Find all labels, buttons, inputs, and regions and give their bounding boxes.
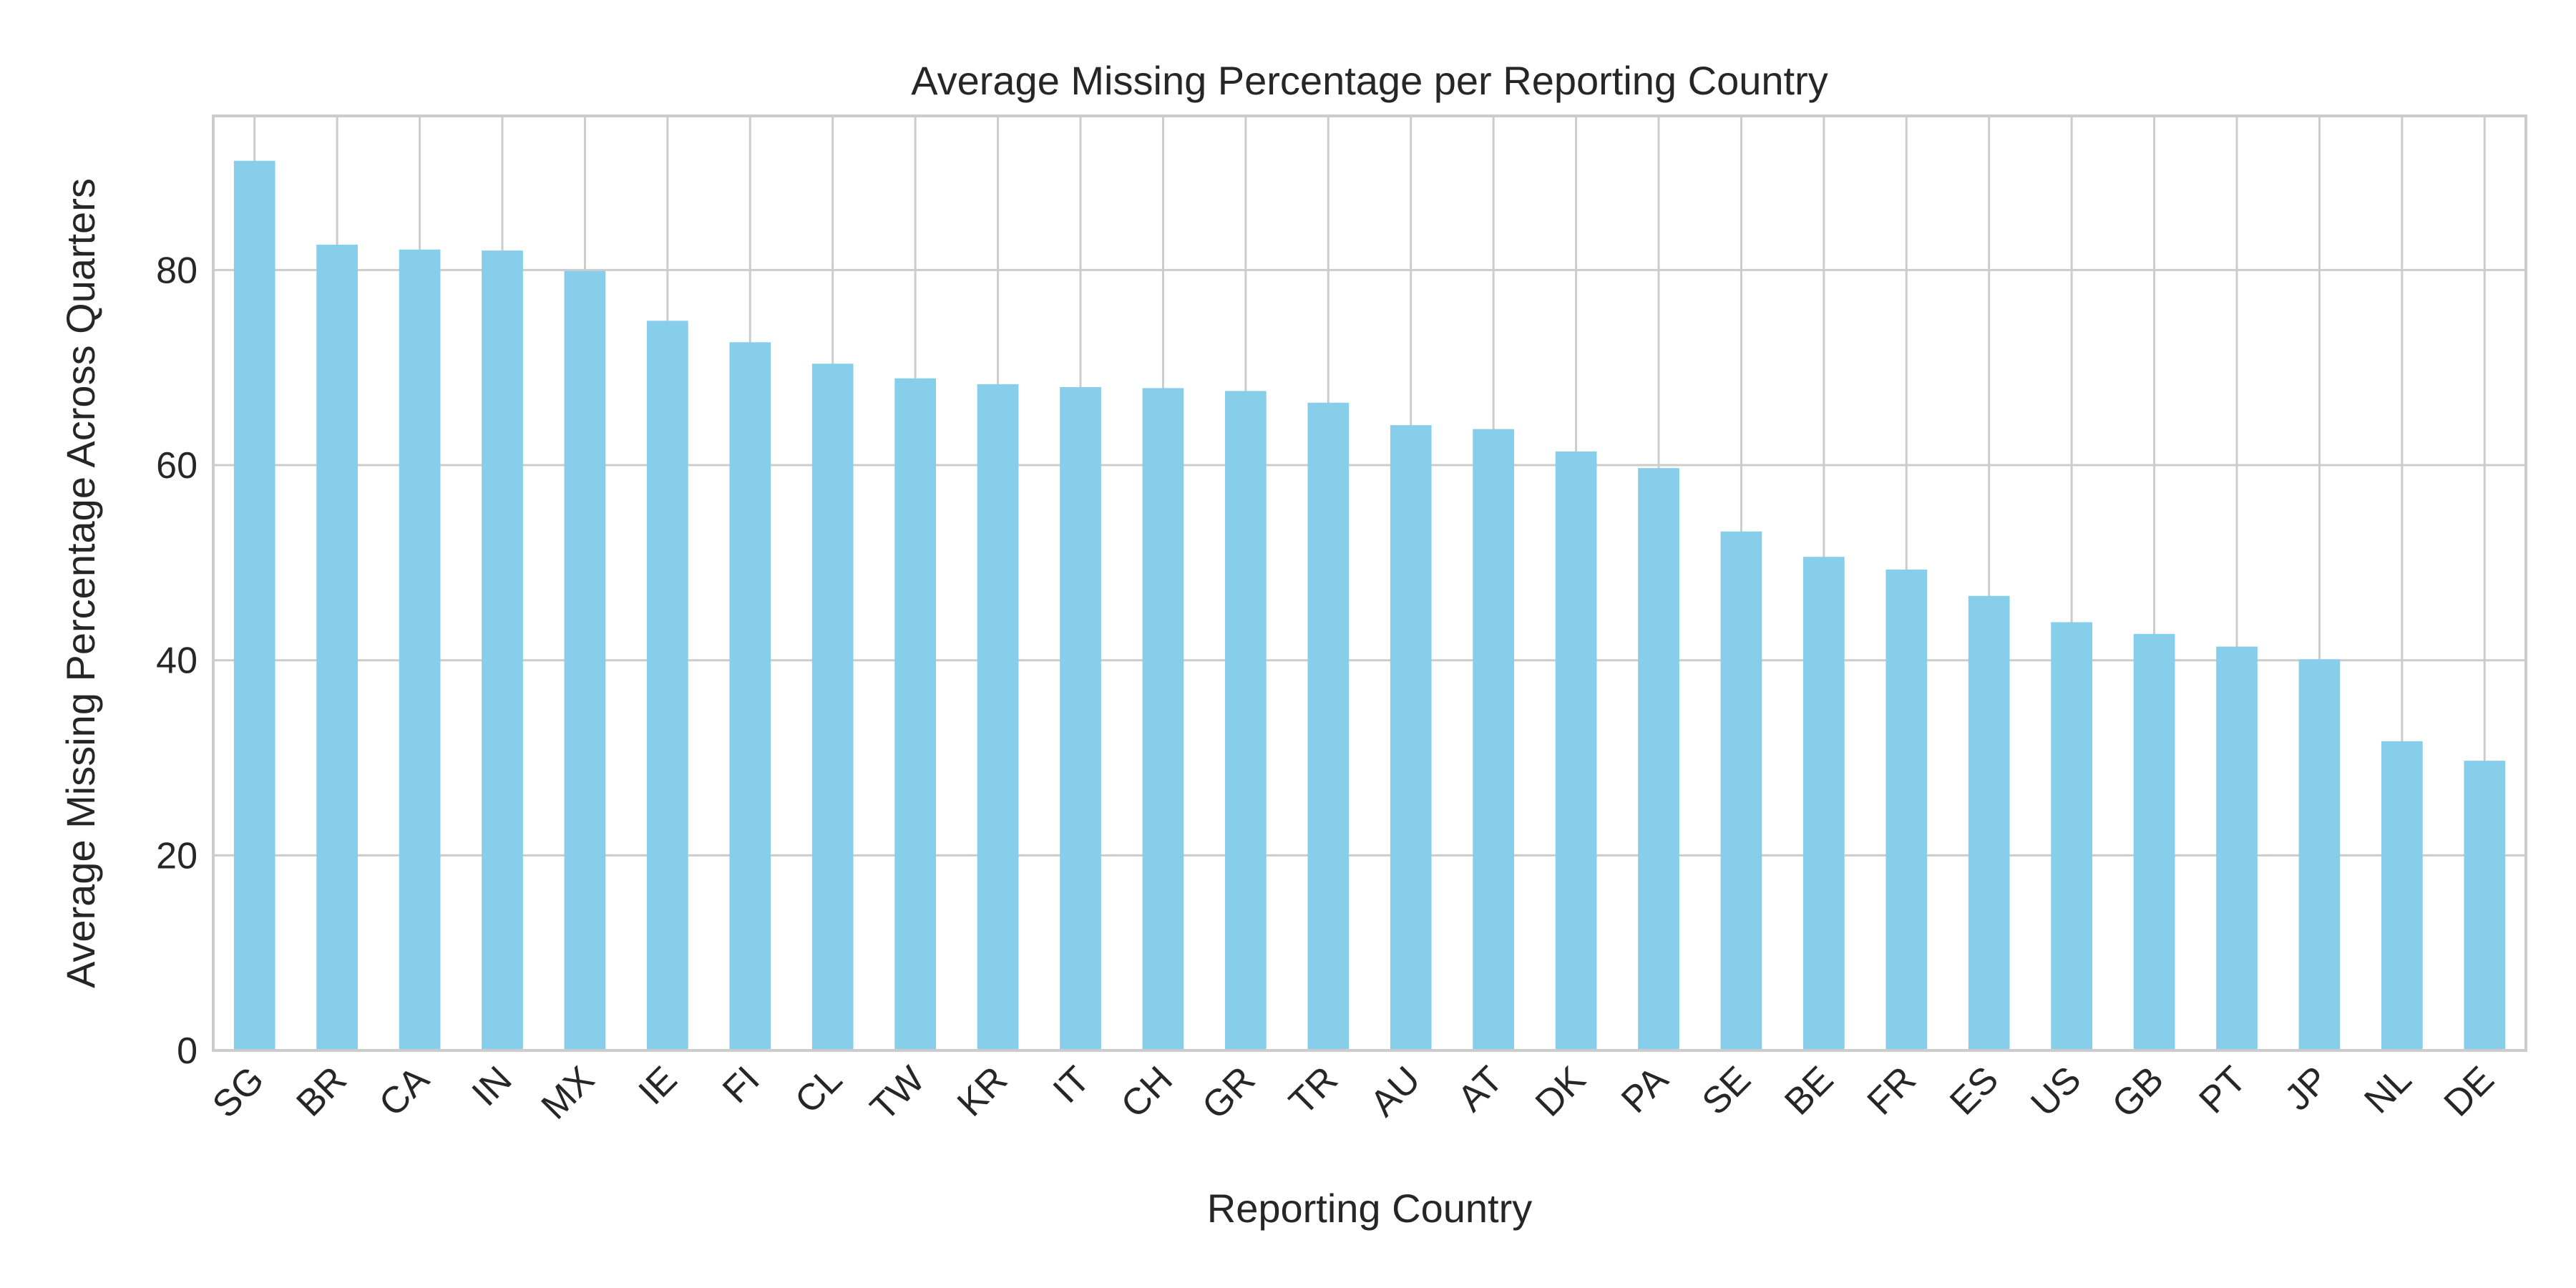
x-tick-label-in: IN [464,1058,520,1114]
bar-jp [2298,659,2341,1050]
x-tick-label-it: IT [1045,1058,1098,1111]
x-tick-label-pa: PA [1614,1058,1677,1121]
bar-tr [1307,402,1350,1050]
chart-title: Average Missing Percentage per Reporting… [911,58,1828,103]
bar-cl [811,364,854,1050]
bar-us [2051,622,2092,1050]
x-tick-label-tr: TR [1282,1058,1346,1123]
y-tick-labels: 0 20 40 60 80 [156,250,197,1072]
gridlines [213,116,2526,1052]
y-tick-label: 60 [156,445,197,487]
x-tick-label-us: US [2024,1058,2089,1124]
x-axis-label: Reporting Country [1207,1186,1532,1231]
bar-be [1803,557,1845,1050]
bar-ca [399,249,441,1051]
bar-au [1390,425,1432,1050]
x-tick-label-au: AU [1362,1058,1428,1124]
x-tick-label-at: AT [1450,1058,1511,1119]
x-tick-label-nl: NL [2356,1058,2419,1121]
x-tick-label-ch: CH [1113,1058,1181,1126]
plot-frame [212,114,2527,1052]
bar-pa [1638,468,1679,1050]
bar-sg [233,160,275,1050]
y-tick-label: 80 [156,250,197,291]
x-tick-label-gb: GB [2104,1058,2172,1126]
bar-mx [564,270,606,1051]
y-tick-label: 0 [177,1030,197,1072]
bar-tw [894,378,936,1050]
x-tick-label-be: BE [1777,1058,1841,1123]
x-tick-label-jp: JP [2277,1058,2337,1118]
bar-nl [2381,741,2423,1050]
bars [233,160,2506,1051]
x-tick-label-gr: GR [1194,1058,1263,1127]
x-tick-label-sg: SG [205,1058,272,1126]
bar-at [1473,429,1514,1050]
bar-gr [1225,391,1267,1050]
x-tick-label-mx: MX [534,1058,602,1127]
x-tick-label-pt: PT [2191,1058,2254,1121]
x-tick-label-kr: KR [950,1058,1015,1124]
x-tick-label-fi: FI [715,1058,768,1111]
y-tick-label: 20 [156,835,197,877]
x-tick-labels: SG BR CA IN MX IE FI CL TW KR IT CH GR TR AU AT DK PA SE BE… [205,1058,2502,1128]
x-tick-label-se: SE [1694,1058,1759,1123]
x-tick-label-dk: DK [1528,1058,1594,1124]
bar-it [1060,386,1101,1050]
bar-de [2464,761,2506,1050]
bar-br [316,244,358,1050]
x-tick-label-ca: CA [371,1058,437,1124]
bar-fi [729,342,771,1050]
bar-se [1720,531,1762,1050]
x-tick-label-fr: FR [1860,1058,1924,1123]
y-tick-label: 40 [156,640,197,682]
bar-ch [1142,388,1184,1050]
x-tick-label-cl: CL [787,1058,850,1121]
y-axis-label: Average Missing Percentage Across Quarte… [58,178,103,988]
bar-pt [2216,646,2258,1050]
x-tick-label-tw: TW [862,1058,932,1128]
x-tick-label-de: DE [2436,1058,2502,1124]
x-tick-label-es: ES [1942,1058,2006,1123]
bar-in [482,250,523,1051]
bar-kr [977,384,1019,1050]
bar-fr [1885,569,1928,1050]
bar-dk [1555,451,1597,1050]
bar-es [1968,595,2010,1050]
bar-ie [647,321,688,1050]
bar-gb [2133,633,2175,1050]
x-tick-label-br: BR [289,1058,355,1124]
x-tick-label-ie: IE [631,1058,686,1113]
